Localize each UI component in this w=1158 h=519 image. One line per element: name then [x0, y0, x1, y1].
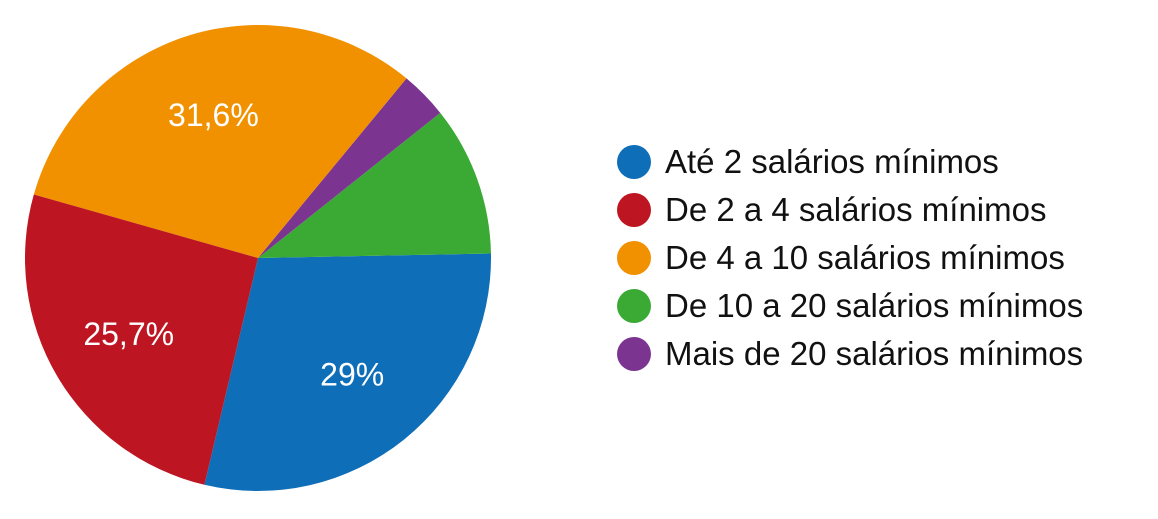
legend-label-de-10-a-20-salarios-minimos: De 10 a 20 salários mínimos: [665, 287, 1083, 324]
legend-marker-de-10-a-20-salarios-minimos: [617, 289, 651, 323]
data-label-de-2-a-4-salarios-minimos: 25,7%: [83, 316, 174, 352]
legend-label-mais-de-20-salarios-minimos: Mais de 20 salários mínimos: [665, 335, 1083, 372]
pie-data-labels: 29% 31,6% 25,7%: [83, 97, 384, 393]
data-label-de-4-a-10-salarios-minimos: 31,6%: [168, 97, 259, 133]
legend-marker-de-2-a-4-salarios-minimos: [617, 193, 651, 227]
legend-marker-de-4-a-10-salarios-minimos: [617, 241, 651, 275]
legend-marker-ate-2-salarios-minimos: [617, 145, 651, 179]
pie-slice-mais-de-20-salarios-minimos: [258, 78, 441, 258]
pie-slice-de-4-a-10-salarios-minimos: [33, 25, 407, 258]
data-label-ate-2-salarios-minimos: 29%: [320, 357, 384, 393]
legend: Até 2 salários mínimos De 2 a 4 salários …: [617, 143, 1083, 372]
legend-marker-mais-de-20-salarios-minimos: [617, 337, 651, 371]
pie-slice-ate-2-salarios-minimos: [204, 253, 492, 491]
legend-label-de-4-a-10-salarios-minimos: De 4 a 10 salários mínimos: [665, 239, 1065, 276]
pie-slice-de-10-a-20-salarios-minimos: [258, 112, 491, 258]
legend-label-de-2-a-4-salarios-minimos: De 2 a 4 salários mínimos: [665, 191, 1046, 228]
pie-slices: [25, 25, 492, 491]
legend-label-ate-2-salarios-minimos: Até 2 salários mínimos: [665, 143, 999, 180]
pie-slice-de-2-a-4-salarios-minimos: [25, 194, 258, 485]
